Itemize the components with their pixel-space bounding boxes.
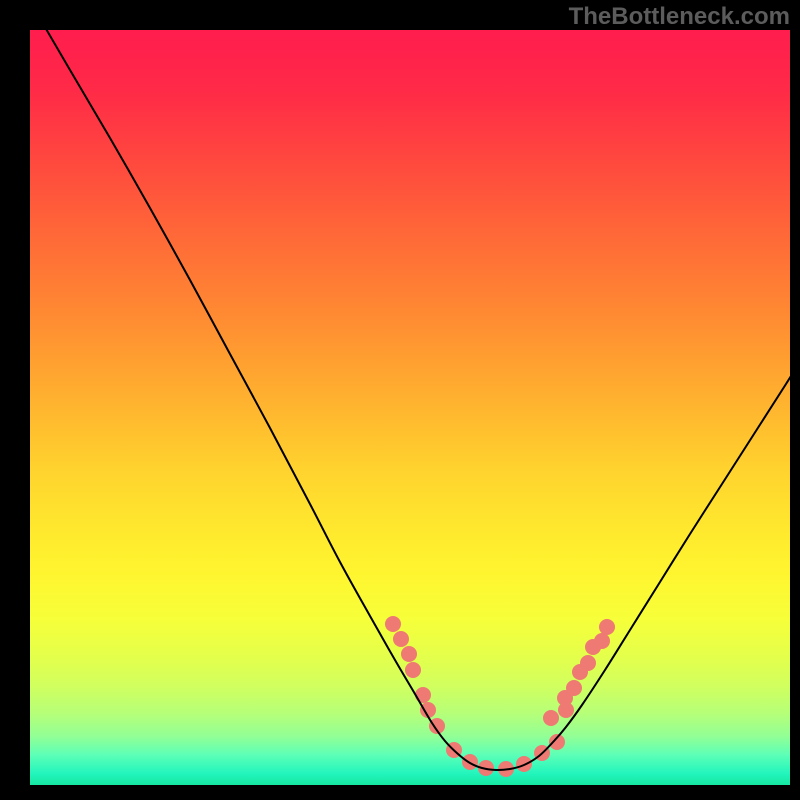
watermark-text: TheBottleneck.com bbox=[569, 3, 790, 31]
data-marker bbox=[415, 687, 431, 703]
bottleneck-curve bbox=[42, 30, 790, 770]
data-marker bbox=[401, 646, 417, 662]
data-marker bbox=[594, 633, 610, 649]
data-marker bbox=[580, 655, 596, 671]
data-marker bbox=[543, 710, 559, 726]
data-marker bbox=[599, 619, 615, 635]
data-marker bbox=[566, 680, 582, 696]
data-marker bbox=[393, 631, 409, 647]
data-marker bbox=[385, 616, 401, 632]
plot-area bbox=[30, 30, 790, 785]
data-marker bbox=[405, 662, 421, 678]
chart-overlay-svg bbox=[30, 30, 790, 785]
